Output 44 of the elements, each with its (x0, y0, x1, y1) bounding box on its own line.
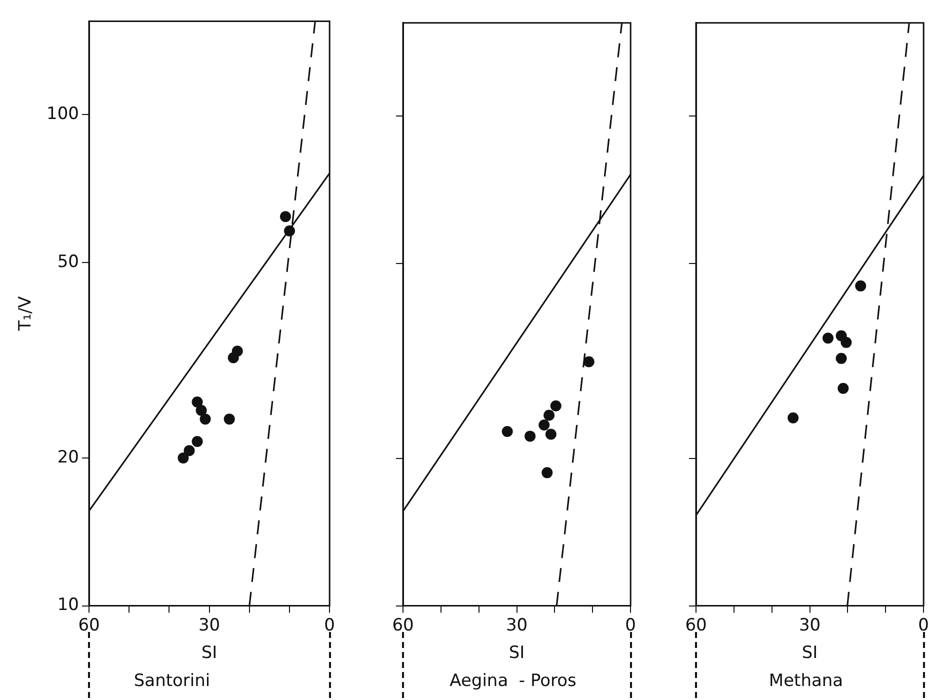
point (542, 467, 553, 478)
x-tick-label: 0 (625, 615, 636, 636)
text: Santorini (134, 671, 210, 692)
x-tick-label: 30 (506, 615, 528, 636)
point (840, 336, 852, 348)
point (192, 396, 203, 408)
x-axis-title: SI (508, 642, 525, 663)
point (280, 211, 291, 222)
point (192, 436, 203, 448)
point (178, 452, 189, 464)
text: Methana (768, 671, 844, 692)
point (200, 414, 211, 425)
point (822, 332, 834, 344)
y-tick-label: 10 (57, 595, 79, 616)
point (196, 404, 207, 416)
point (550, 400, 562, 412)
point (184, 445, 195, 456)
point (284, 225, 295, 236)
point (544, 410, 555, 421)
point (838, 382, 849, 394)
y-axis-title: T₁/V (16, 296, 36, 332)
x-tick-label: 60 (685, 615, 707, 636)
y-tick-label: 50 (57, 252, 79, 272)
point (538, 419, 550, 430)
text: Aegina - Poros (450, 671, 577, 692)
x-axis-title: SI (802, 642, 818, 663)
point (502, 426, 513, 437)
x-tick-label: 30 (798, 615, 821, 636)
point (855, 280, 866, 292)
point (524, 430, 536, 442)
y-tick-label: 100 (46, 104, 79, 124)
x-tick-label: 0 (918, 615, 930, 636)
x-tick-label: 60 (392, 615, 414, 636)
point (224, 414, 235, 425)
point (545, 428, 556, 440)
x-tick-label: 30 (198, 615, 220, 636)
x-tick-label: 0 (324, 615, 336, 636)
point (836, 352, 847, 364)
x-axis-title: SI (201, 642, 218, 663)
x-tick-label: 60 (78, 615, 100, 636)
y-tick-label: 20 (57, 447, 79, 468)
point (788, 412, 799, 424)
point (232, 346, 243, 357)
point (583, 356, 594, 368)
